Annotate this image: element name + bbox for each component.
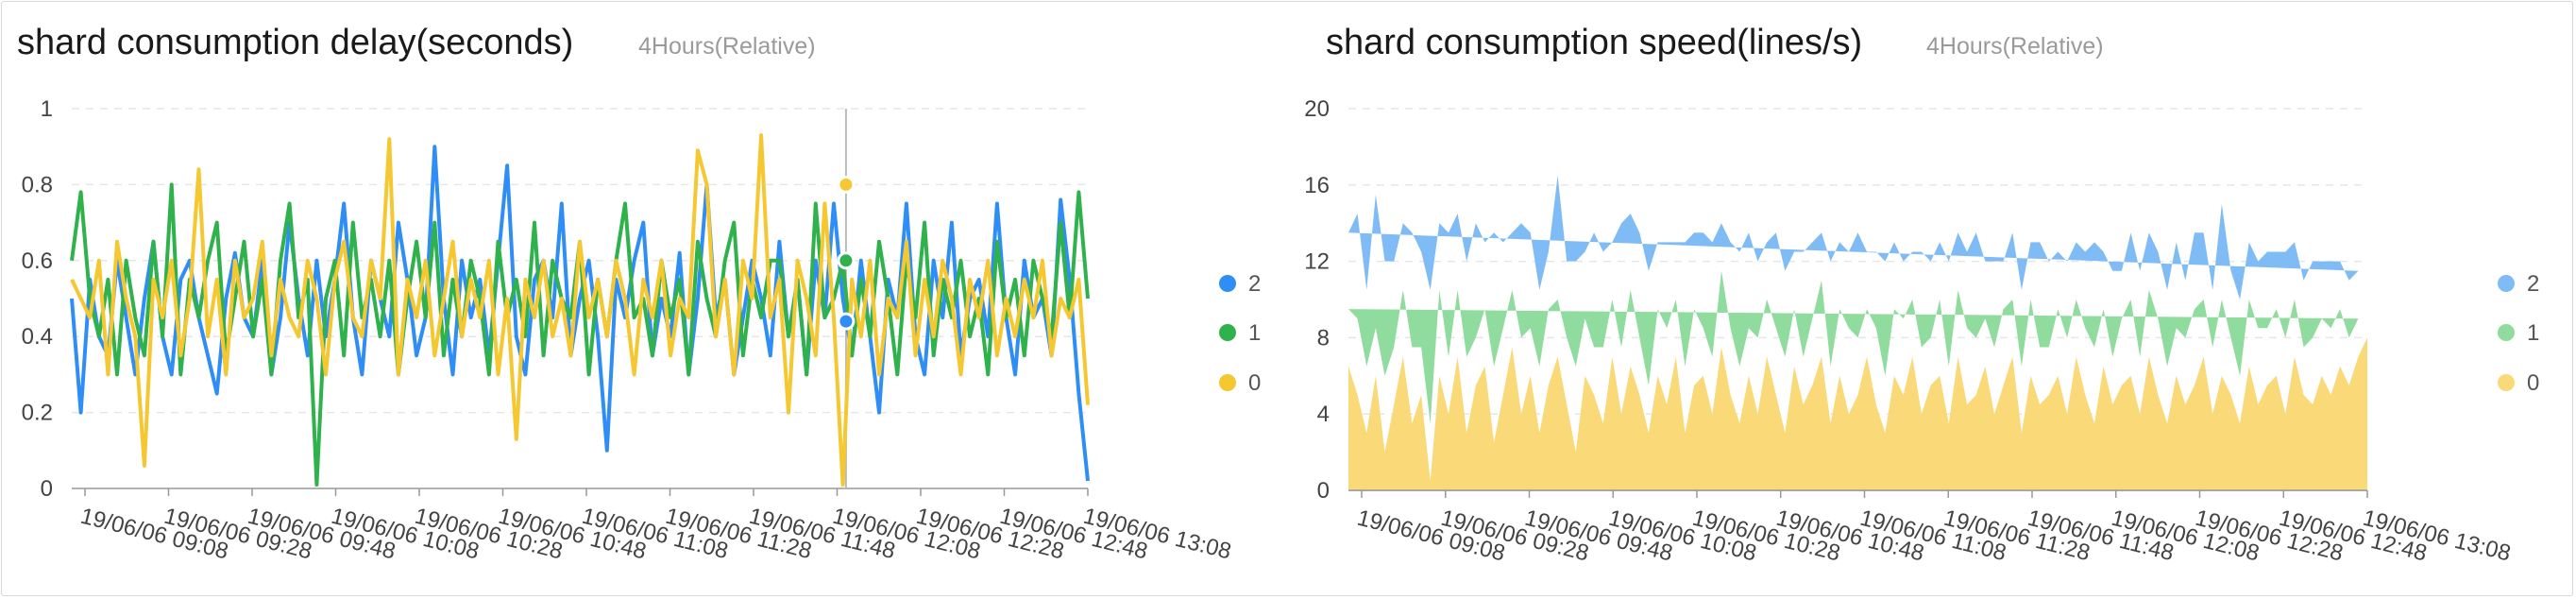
y-tick-label: 16: [1304, 173, 1330, 198]
y-tick-label: 0: [1317, 478, 1330, 504]
speed-chart-panel: shard consumption speed(lines/s) 4Hours(…: [1288, 0, 2576, 599]
y-tick-label: 0.6: [22, 248, 53, 274]
legend-label: 1: [2527, 320, 2539, 346]
y-tick-label: 0: [41, 476, 53, 502]
time-range-label[interactable]: 4Hours(Relative): [1926, 33, 2104, 60]
legend-label: 1: [1248, 320, 1261, 346]
time-range-label[interactable]: 4Hours(Relative): [638, 33, 816, 60]
y-tick-label: 1: [41, 96, 53, 122]
legend-label: 0: [2527, 370, 2539, 396]
legend-marker: [1219, 275, 1236, 292]
hover-point-2: [837, 312, 856, 331]
chart-title: shard consumption speed(lines/s): [1326, 23, 1863, 62]
legend-marker: [2498, 324, 2515, 341]
y-tick-label: 0.4: [22, 324, 53, 350]
y-tick-label: 12: [1304, 249, 1330, 275]
area-series-0: [1348, 337, 2367, 490]
series-line-0: [70, 133, 1090, 487]
delay-chart-panel: shard consumption delay(seconds) 4Hours(…: [0, 0, 1288, 599]
chart-title: shard consumption delay(seconds): [17, 23, 574, 62]
hover-point-0: [837, 175, 856, 194]
y-tick-label: 0.2: [22, 401, 53, 426]
legend-marker: [2498, 374, 2515, 391]
legend-label: 2: [2527, 271, 2539, 297]
y-tick-label: 8: [1317, 325, 1330, 351]
y-tick-label: 20: [1304, 96, 1330, 122]
y-tick-label: 0.8: [22, 172, 53, 197]
legend-label: 2: [1248, 271, 1261, 297]
area-series-2: [1348, 175, 2359, 300]
hover-point-1: [837, 251, 856, 270]
y-tick-label: 4: [1317, 402, 1330, 427]
legend-label: 0: [1248, 370, 1261, 396]
legend-marker: [2498, 275, 2515, 292]
legend-marker: [1219, 324, 1236, 341]
legend-marker: [1219, 374, 1236, 391]
